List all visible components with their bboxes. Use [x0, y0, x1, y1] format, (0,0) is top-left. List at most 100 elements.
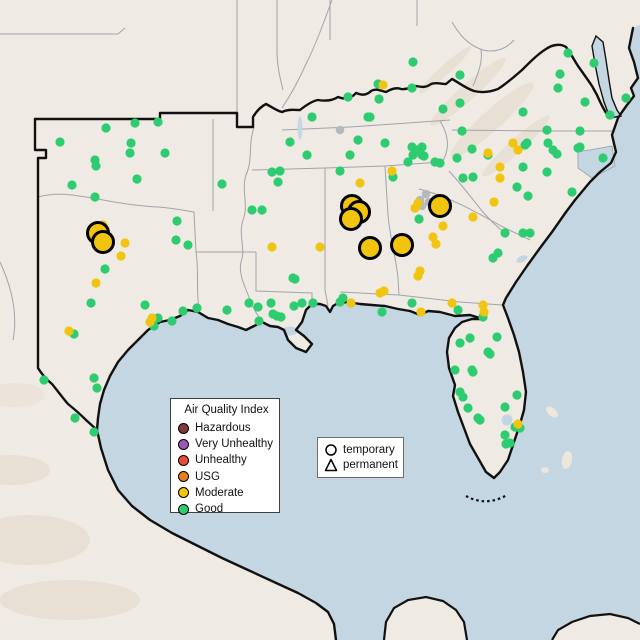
- station-dot-good: [598, 153, 608, 163]
- station-dot-good: [267, 167, 277, 177]
- station-dot-moderate: [468, 212, 478, 222]
- yucatan-peninsula: [384, 597, 467, 640]
- station-dot-good: [555, 69, 565, 79]
- station-dot-good: [247, 205, 257, 215]
- legend-item-temporary: temporary: [324, 442, 399, 458]
- station-dot-temporary-moderate: [339, 207, 363, 231]
- station-dot-good: [563, 48, 573, 58]
- legend-item-good: Good: [178, 501, 275, 517]
- station-dot-good: [417, 142, 427, 152]
- station-dot-moderate: [375, 288, 385, 298]
- station-dot-good: [365, 112, 375, 122]
- station-dot-good: [91, 161, 101, 171]
- station-dot-good: [39, 375, 49, 385]
- station-dot-good: [67, 180, 77, 190]
- stations-good: [39, 48, 631, 449]
- station-dot-good: [377, 307, 387, 317]
- station-dot-good: [380, 138, 390, 148]
- station-dot-good: [488, 253, 498, 263]
- station-dot-good: [407, 298, 417, 308]
- legend-item-label: Moderate: [195, 486, 244, 499]
- station-dot-good: [518, 228, 528, 238]
- legend-item-label: temporary: [343, 443, 395, 456]
- station-dot-good: [273, 177, 283, 187]
- station-dot-good: [467, 144, 477, 154]
- cuba: [552, 614, 640, 640]
- legend-item-label: USG: [195, 470, 220, 483]
- aqi-legend: Air Quality Index Hazardous Very Unhealt…: [170, 398, 280, 515]
- legend-item-label: permanent: [343, 459, 398, 472]
- lake-marion: [516, 255, 528, 263]
- station-dot-good: [353, 135, 363, 145]
- station-dot-good: [178, 306, 188, 316]
- pamlico-sound: [577, 145, 616, 179]
- station-dot-good: [575, 126, 585, 136]
- station-dot-good: [275, 166, 285, 176]
- station-dot-moderate: [346, 298, 356, 308]
- station-dot-good: [335, 166, 345, 176]
- station-dot-moderate: [513, 145, 523, 155]
- station-dot-good: [455, 98, 465, 108]
- station-dot-moderate: [495, 162, 505, 172]
- station-dot-moderate: [513, 419, 523, 429]
- station-dot-moderate: [378, 80, 388, 90]
- station-dot-good: [501, 439, 511, 449]
- station-dot-good: [86, 298, 96, 308]
- station-dot-good: [257, 205, 267, 215]
- stations-temporary-moderate: [86, 194, 452, 260]
- kentucky-lake: [297, 116, 303, 140]
- station-dot-good: [126, 138, 136, 148]
- station-dot-temporary-moderate: [390, 233, 414, 257]
- state-borders: [0, 0, 612, 341]
- station-dot-good: [183, 240, 193, 250]
- hazardous-swatch-icon: [178, 422, 189, 434]
- florida-keys: [465, 494, 508, 503]
- station-dot-good: [153, 117, 163, 127]
- moderate-swatch-icon: [178, 487, 189, 499]
- station-dot-good: [288, 273, 298, 283]
- very-unhealthy-swatch-icon: [178, 438, 189, 450]
- station-dot-good: [589, 58, 599, 68]
- legend-item-very-unhealthy: Very Unhealthy: [178, 436, 275, 452]
- station-dot-good: [192, 303, 202, 313]
- station-dot-moderate: [447, 298, 457, 308]
- station-dot-good: [455, 338, 465, 348]
- legend-item-unhealthy: Unhealthy: [178, 452, 275, 468]
- legend-item-permanent: permanent: [324, 458, 399, 474]
- station-dot-good: [468, 367, 478, 377]
- station-dot-good: [567, 187, 577, 197]
- station-dot-good: [468, 172, 478, 182]
- station-dot-good: [458, 173, 468, 183]
- station-dot-good: [70, 413, 80, 423]
- station-dot-good: [485, 349, 495, 359]
- station-dot-good: [302, 150, 312, 160]
- station-dot-good: [450, 365, 460, 375]
- station-dot-good: [419, 151, 429, 161]
- station-dot-moderate: [438, 221, 448, 231]
- station-dot-moderate: [315, 242, 325, 252]
- station-dot-good: [457, 126, 467, 136]
- station-dot-moderate: [495, 173, 505, 183]
- station-dot-good: [492, 332, 502, 342]
- station-dot-moderate: [431, 239, 441, 249]
- station-dot-good: [276, 312, 286, 322]
- terrain-shading: [0, 46, 550, 620]
- usg-swatch-icon: [178, 471, 189, 483]
- station-dot-good: [222, 305, 232, 315]
- station-dot-good: [580, 97, 590, 107]
- station-dot-good: [172, 216, 182, 226]
- station-dot-good: [512, 390, 522, 400]
- station-dot-moderate: [483, 148, 493, 158]
- station-dot-good: [140, 300, 150, 310]
- station-dot-moderate: [489, 197, 499, 207]
- good-swatch-icon: [178, 503, 189, 515]
- temporary-circle-icon: [325, 444, 337, 456]
- legend-item-label: Very Unhealthy: [195, 438, 273, 451]
- station-dot-good: [605, 110, 615, 120]
- station-dot-good: [167, 316, 177, 326]
- station-dot-good: [435, 158, 445, 168]
- station-dot-good: [452, 153, 462, 163]
